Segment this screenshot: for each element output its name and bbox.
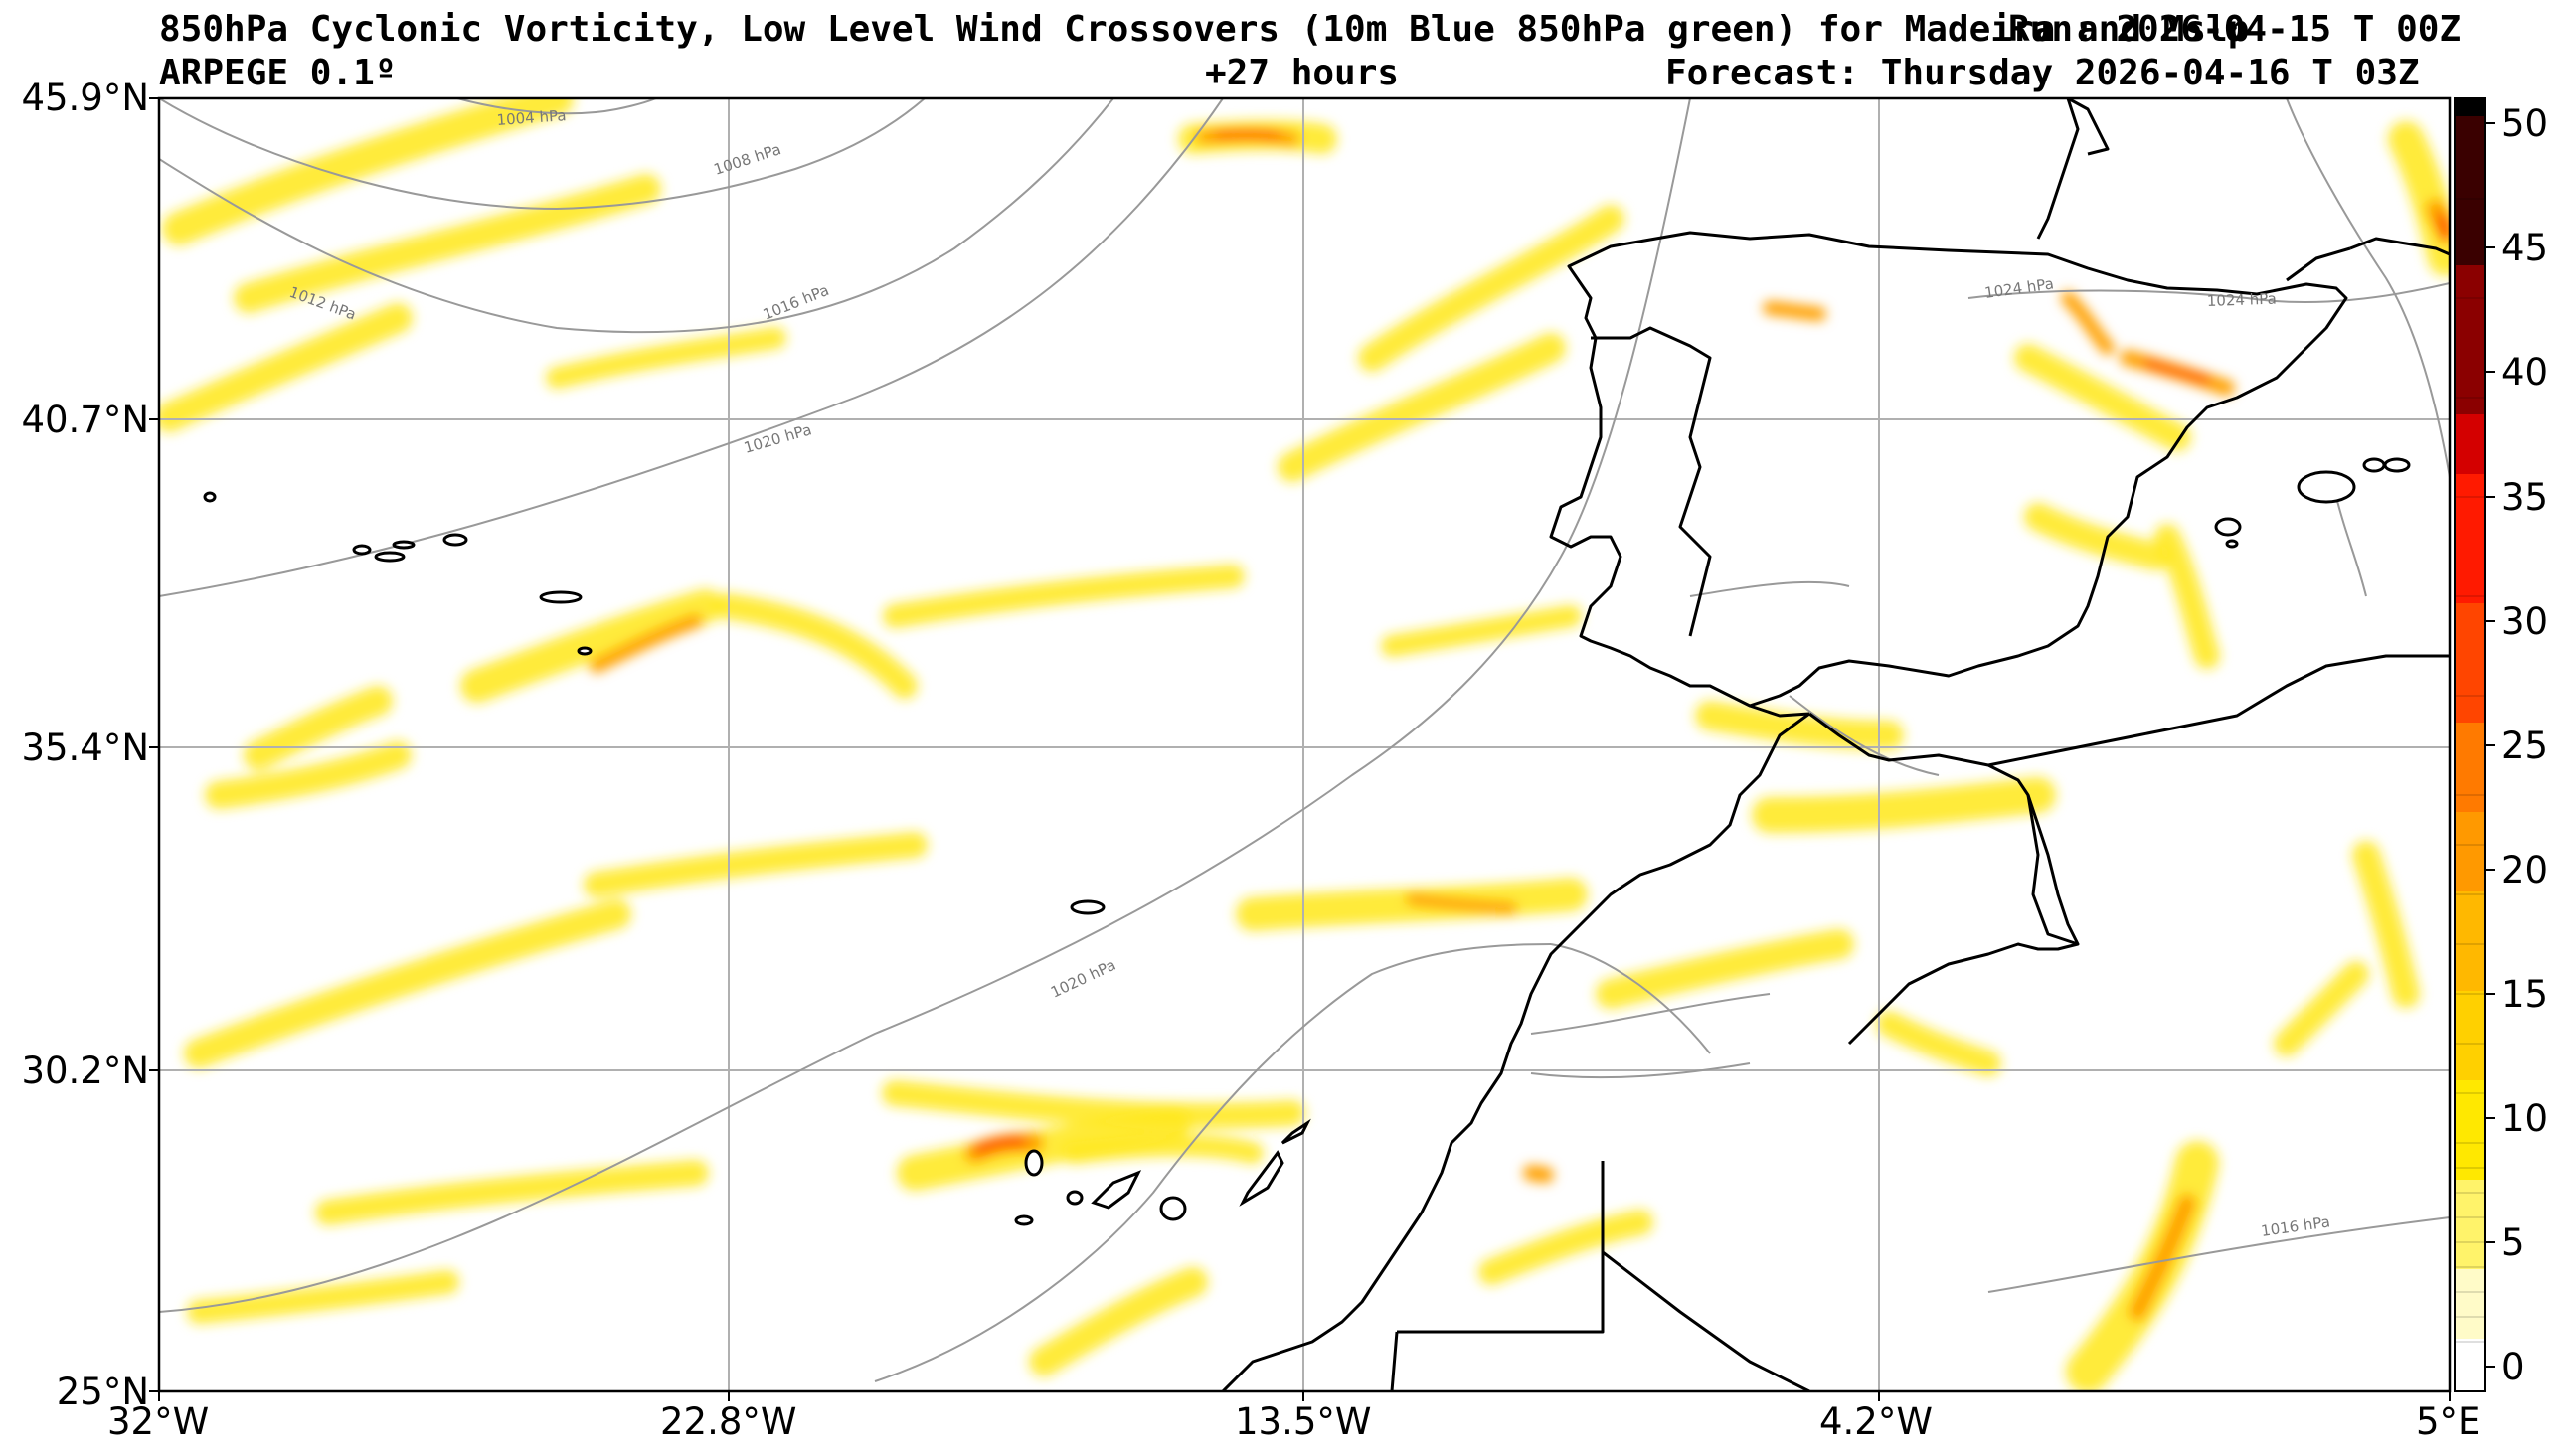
colorbar-label: 40 [2501, 351, 2549, 394]
canary-island [1239, 1150, 1284, 1207]
colorbar-band [2455, 1269, 2485, 1339]
gibraltar [1749, 704, 1810, 718]
lon-label: 13.5°W [1235, 1400, 1372, 1443]
lat-label: 35.4°N [21, 727, 149, 769]
med-coast-europe [2349, 237, 2450, 256]
france-coast [2036, 98, 2351, 282]
colorbar-label: 25 [2501, 725, 2549, 767]
colorbar-label: 45 [2501, 227, 2549, 269]
iberia-coast [1549, 231, 2348, 708]
colorbar-label: 5 [2501, 1221, 2525, 1264]
azores-island [392, 540, 416, 550]
lat-label: 30.2°N [21, 1050, 149, 1092]
lon-label: 4.2°W [1819, 1400, 1933, 1443]
lon-label: 32°W [107, 1400, 210, 1443]
balearic-island [2297, 470, 2356, 504]
isobar-label: 1024 hPa [2207, 290, 2278, 310]
balearic-island [2225, 539, 2239, 549]
colorbar-band [2455, 1080, 2485, 1180]
africa-coast [1221, 712, 1810, 1391]
colorbar-label: 35 [2501, 476, 2549, 519]
mauritania-border [1390, 1331, 1399, 1391]
coastlines [1221, 98, 2450, 1391]
isobar-label: 1004 hPa [496, 106, 567, 129]
vorticity-field [159, 98, 2450, 1391]
colorbar-band [2455, 991, 2485, 1080]
colorbar-band [2455, 265, 2485, 414]
canary-island [1280, 1118, 1311, 1145]
colorbar-band [2455, 723, 2485, 812]
colorbar-band [2455, 474, 2485, 603]
morocco-border [2026, 794, 2079, 946]
colorbar-label: 15 [2501, 973, 2549, 1016]
main-title: 850hPa Cyclonic Vorticity, Low Level Win… [159, 9, 2250, 50]
colorbar-label: 50 [2501, 102, 2549, 145]
canary-island [1014, 1214, 1034, 1226]
africa-med-coast [1808, 712, 2080, 1046]
balearic-island [2214, 517, 2242, 537]
azores-island [539, 590, 583, 604]
colorbar-label: 20 [2501, 849, 2549, 891]
colorbar-label: 0 [2501, 1346, 2525, 1388]
algeria-coast [1987, 654, 2450, 767]
lat-label: 40.7°N [21, 399, 149, 441]
run-time: Run: 2026-04-15 T 00Z [2008, 9, 2462, 50]
balearic-island [2362, 457, 2386, 473]
lon-label: 5°E [2416, 1400, 2481, 1443]
islands [203, 457, 2411, 1226]
colorbar-band [2455, 98, 2485, 116]
lon-label: 22.8°W [660, 1400, 797, 1443]
colorbar-label: 10 [2501, 1097, 2549, 1140]
portugal-border [1591, 326, 1712, 637]
lat-label: 25°N [56, 1371, 149, 1413]
canary-island [1024, 1149, 1044, 1177]
azores-island [442, 533, 468, 547]
colorbar-band [2455, 1180, 2485, 1269]
forecast-valid-time: Forecast: Thursday 2026-04-16 T 03Z [1665, 53, 2420, 93]
azores-island [577, 646, 593, 656]
colorbar-band [2455, 603, 2485, 723]
colorbar-label: 30 [2501, 600, 2549, 643]
canary-island [1091, 1170, 1142, 1210]
canary-island [1066, 1190, 1084, 1206]
canary-island [1159, 1196, 1187, 1221]
azores-island [203, 491, 217, 503]
axis-ticks [149, 97, 2451, 1401]
isobars [159, 98, 2450, 1382]
graticule [159, 98, 2450, 1391]
colorbar [2454, 97, 2495, 1392]
colorbar-band [2455, 812, 2485, 891]
madeira-island [1070, 899, 1106, 915]
model-name: ARPEGE 0.1º [159, 53, 397, 93]
colorbar-band [2455, 414, 2485, 474]
western-sahara-border [1397, 1161, 1810, 1391]
colorbar-band [2455, 1339, 2485, 1391]
lat-label: 45.9°N [21, 77, 149, 119]
colorbar-band [2455, 116, 2485, 265]
balearic-island [2383, 457, 2411, 473]
colorbar-band [2455, 891, 2485, 991]
azores-island [374, 551, 406, 563]
azores-island [352, 544, 372, 556]
lead-time: +27 hours [1205, 53, 1400, 93]
